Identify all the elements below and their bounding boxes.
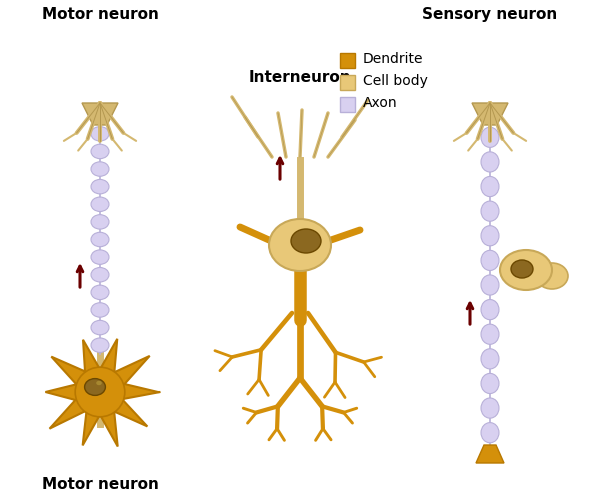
Ellipse shape (91, 214, 109, 229)
Text: Dendrite: Dendrite (363, 52, 424, 66)
Text: Motor neuron: Motor neuron (41, 7, 159, 22)
Ellipse shape (481, 374, 499, 394)
Text: Sensory neuron: Sensory neuron (422, 7, 558, 22)
FancyBboxPatch shape (340, 52, 355, 68)
Ellipse shape (91, 180, 109, 194)
Text: Axon: Axon (363, 96, 398, 110)
Ellipse shape (84, 378, 106, 396)
Ellipse shape (481, 324, 499, 344)
Ellipse shape (481, 226, 499, 246)
Ellipse shape (481, 127, 499, 148)
Polygon shape (472, 103, 508, 125)
Ellipse shape (500, 250, 552, 290)
Ellipse shape (91, 250, 109, 264)
Ellipse shape (269, 219, 331, 271)
Ellipse shape (511, 260, 533, 278)
Ellipse shape (481, 349, 499, 369)
FancyBboxPatch shape (340, 74, 355, 90)
Text: Interneuron: Interneuron (249, 70, 351, 85)
Ellipse shape (91, 285, 109, 300)
Ellipse shape (91, 162, 109, 176)
Ellipse shape (481, 275, 499, 295)
Ellipse shape (536, 263, 568, 289)
Ellipse shape (481, 152, 499, 172)
Ellipse shape (481, 300, 499, 320)
Polygon shape (476, 445, 504, 463)
Ellipse shape (91, 302, 109, 317)
Ellipse shape (481, 250, 499, 270)
Ellipse shape (96, 381, 102, 385)
Polygon shape (45, 339, 160, 446)
Text: Motor neuron: Motor neuron (41, 477, 159, 492)
FancyBboxPatch shape (340, 96, 355, 112)
Ellipse shape (481, 398, 499, 418)
Ellipse shape (291, 229, 321, 253)
Ellipse shape (91, 144, 109, 158)
Polygon shape (82, 103, 118, 125)
Ellipse shape (91, 338, 109, 352)
Ellipse shape (91, 232, 109, 246)
Ellipse shape (481, 176, 499, 197)
Ellipse shape (91, 320, 109, 335)
Ellipse shape (91, 268, 109, 282)
Ellipse shape (481, 201, 499, 221)
Ellipse shape (91, 197, 109, 212)
Ellipse shape (91, 126, 109, 141)
Text: Cell body: Cell body (363, 74, 428, 88)
Circle shape (75, 367, 125, 417)
Ellipse shape (481, 422, 499, 443)
